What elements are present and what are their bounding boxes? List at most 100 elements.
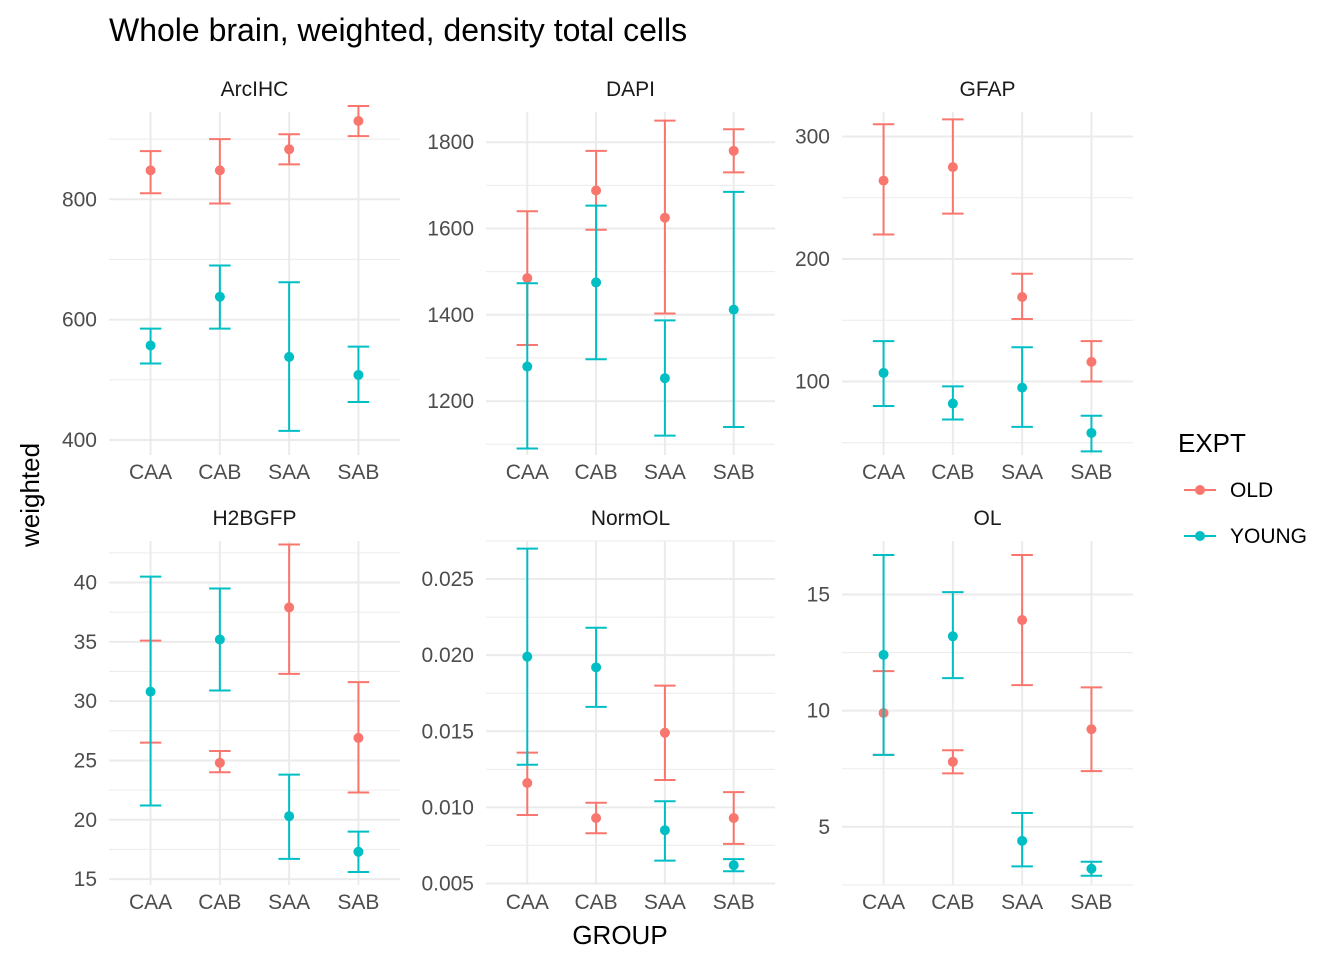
data-point — [878, 175, 889, 186]
y-tick-label: 40 — [74, 572, 97, 595]
legend-key-point — [1195, 485, 1205, 495]
data-point — [947, 162, 958, 173]
data-point — [522, 651, 533, 662]
data-point — [659, 373, 670, 384]
x-tick-label: SAA — [1001, 461, 1043, 484]
series-old — [516, 119, 745, 346]
x-tick-label: SAA — [644, 891, 686, 914]
facet-strip-label: GFAP — [959, 78, 1015, 101]
data-point — [353, 369, 364, 380]
y-tick-label: 1800 — [427, 131, 474, 154]
x-tick-label: SAA — [268, 891, 310, 914]
chart-title: Whole brain, weighted, density total cel… — [109, 12, 687, 48]
data-point — [353, 732, 364, 743]
series-young — [516, 190, 745, 450]
y-tick-label: 0.005 — [421, 872, 474, 895]
data-point — [1017, 835, 1028, 846]
data-point — [728, 304, 739, 315]
y-tick-label: 15 — [74, 868, 97, 891]
data-point — [522, 273, 533, 284]
facet-strip-label: NormOL — [591, 507, 670, 530]
data-point — [591, 277, 602, 288]
x-tick-label: CAB — [931, 891, 974, 914]
x-tick-label: CAA — [129, 461, 172, 484]
data-point — [947, 631, 958, 642]
data-point — [659, 212, 670, 223]
x-tick-label: CAA — [862, 891, 905, 914]
x-tick-label: CAA — [862, 461, 905, 484]
data-point — [214, 291, 225, 302]
facet-strip-label: H2BGFP — [212, 507, 296, 530]
data-point — [1086, 356, 1097, 367]
data-point — [659, 825, 670, 836]
legend-key-young: YOUNG — [1184, 525, 1307, 548]
x-tick-label: SAB — [713, 461, 755, 484]
data-point — [284, 602, 295, 613]
data-point — [1086, 724, 1097, 735]
data-point — [1017, 382, 1028, 393]
facet-panel-gfap: GFAP 100 200 300 CAA CAB SAA SAB — [795, 78, 1133, 484]
y-tick-label: 30 — [74, 690, 97, 713]
data-point — [591, 185, 602, 196]
y-tick-label: 1200 — [427, 390, 474, 413]
data-point — [353, 846, 364, 857]
facet-panel-ol: OL 5 10 15 CAA CAB SAA SAB — [807, 507, 1133, 914]
data-point — [1086, 863, 1097, 874]
y-tick-label: 0.015 — [421, 720, 474, 743]
facet-strip-label: ArcIHC — [221, 78, 289, 101]
y-tick-label: 35 — [74, 631, 97, 654]
data-point — [145, 340, 156, 351]
data-point — [947, 756, 958, 767]
facet-strip-label: DAPI — [606, 78, 655, 101]
y-tick-label: 1400 — [427, 304, 474, 327]
x-tick-label: CAA — [506, 461, 549, 484]
data-point — [522, 361, 533, 372]
data-point — [353, 116, 364, 127]
series-old — [139, 104, 370, 205]
facet-strip-label: OL — [973, 507, 1001, 530]
x-tick-label: CAB — [198, 891, 241, 914]
x-tick-label: SAB — [1070, 461, 1112, 484]
x-tick-label: SAA — [644, 461, 686, 484]
data-point — [878, 649, 889, 660]
data-point — [214, 757, 225, 768]
data-point — [522, 778, 533, 789]
legend: EXPT OLD YOUNG — [1178, 428, 1307, 548]
facet-panel-normol: NormOL 0.005 0.010 0.015 0.020 0.025 CAA CAB SAA… — [421, 507, 775, 914]
x-tick-label: SAB — [1070, 891, 1112, 914]
y-tick-label: 1600 — [427, 217, 474, 240]
data-point — [591, 662, 602, 673]
data-point — [284, 351, 295, 362]
data-point — [214, 165, 225, 176]
data-point — [878, 367, 889, 378]
legend-title: EXPT — [1178, 428, 1246, 458]
x-tick-label: SAB — [713, 891, 755, 914]
data-point — [728, 860, 739, 871]
series-young — [516, 547, 745, 873]
x-tick-label: SAB — [337, 461, 379, 484]
data-point — [284, 144, 295, 155]
data-point — [1017, 615, 1028, 626]
y-tick-label: 100 — [795, 371, 830, 394]
data-point — [214, 634, 225, 645]
y-tick-label: 25 — [74, 749, 97, 772]
y-tick-label: 0.010 — [421, 796, 474, 819]
series-old — [872, 118, 1103, 383]
series-old — [872, 553, 1103, 775]
x-tick-label: SAB — [337, 891, 379, 914]
x-tick-label: CAA — [506, 891, 549, 914]
x-tick-label: CAB — [575, 891, 618, 914]
y-axis-title: weighted — [15, 443, 45, 548]
data-point — [728, 813, 739, 824]
y-tick-label: 20 — [74, 809, 97, 832]
series-young — [139, 264, 370, 432]
y-tick-label: 200 — [795, 248, 830, 271]
data-point — [1086, 427, 1097, 438]
facet-panels: ArcIHC 400 600 800 CAA CAB SAA SAB DAPI 1200 1400 1… — [62, 78, 1133, 914]
x-tick-label: SAA — [1001, 891, 1043, 914]
y-tick-label: 600 — [62, 309, 97, 332]
y-tick-label: 300 — [795, 126, 830, 149]
series-old — [516, 684, 745, 845]
x-axis-title: GROUP — [572, 920, 667, 950]
y-tick-label: 10 — [807, 700, 830, 723]
